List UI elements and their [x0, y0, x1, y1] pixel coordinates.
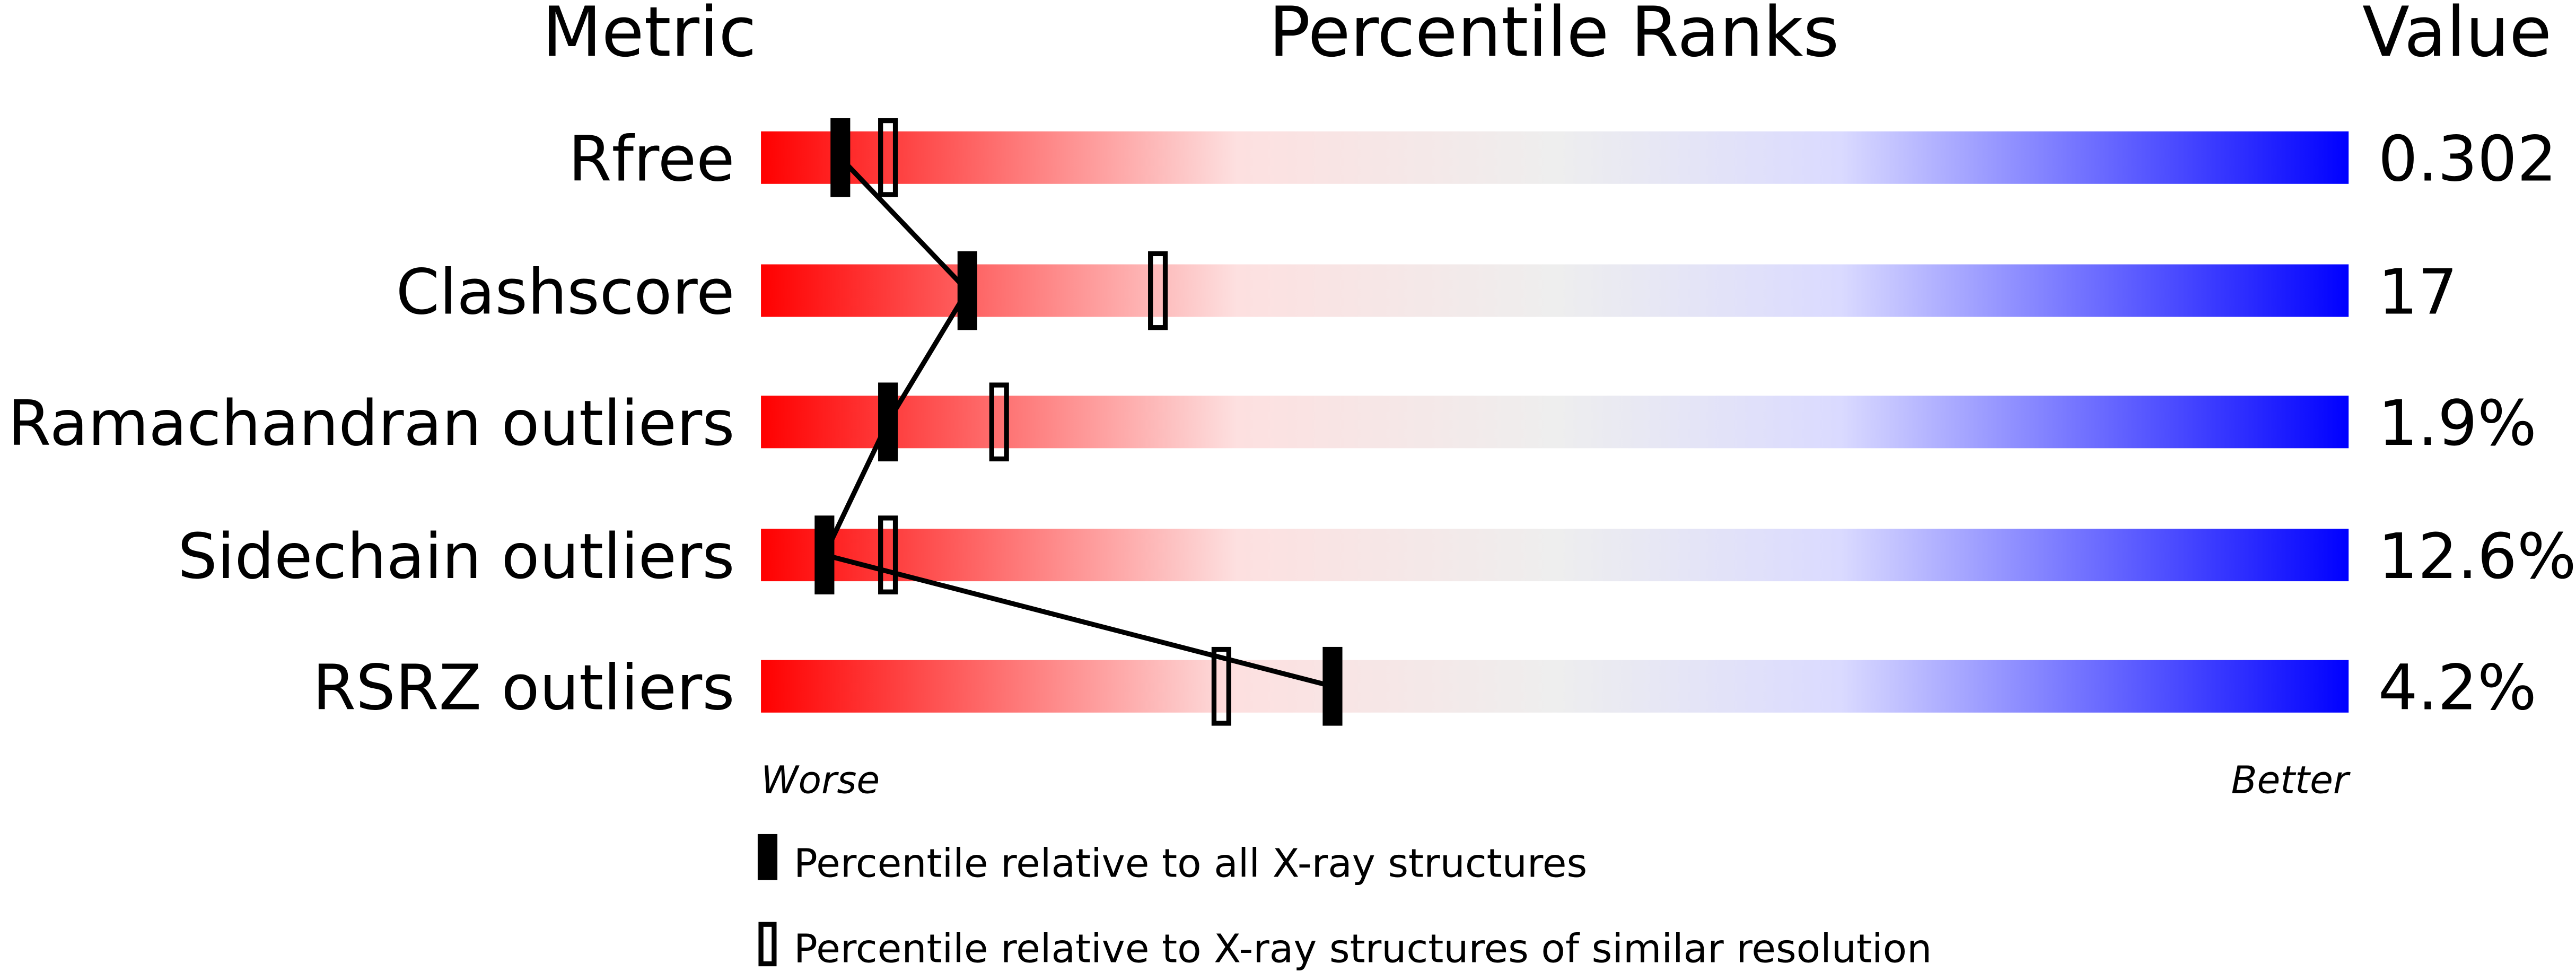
metric-value: 4.2% [2378, 652, 2537, 724]
percentile-bar [761, 264, 2349, 317]
metric-value: 1.9% [2378, 387, 2537, 460]
percentile-bar [761, 529, 2349, 582]
header-value: Value [2362, 0, 2552, 72]
percentile-bar [761, 660, 2349, 713]
metric-label: RSRZ outliers [312, 652, 734, 724]
metric-value: 0.302 [2378, 123, 2557, 196]
metric-label: Ramachandran outliers [8, 387, 735, 460]
similar-resolution-marker [989, 382, 1009, 462]
similar-resolution-marker [1148, 251, 1168, 330]
all-xray-marker [1322, 646, 1343, 726]
axis-label-worse: Worse [761, 758, 880, 802]
percentile-bar [761, 131, 2349, 184]
metric-value: 17 [2378, 256, 2458, 328]
all-xray-marker [830, 118, 851, 197]
header-percentile: Percentile Ranks [1269, 0, 1839, 72]
similar-resolution-marker [878, 515, 898, 594]
similar-resolution-marker [878, 118, 898, 197]
legend-filled-marker [757, 834, 778, 880]
axis-label-better: Better [2231, 758, 2351, 802]
metric-value: 12.6% [2378, 520, 2576, 593]
similar-resolution-marker [1211, 646, 1231, 726]
legend-open-marker [758, 922, 777, 967]
percentile-bar [761, 396, 2349, 449]
metric-label: Rfree [568, 123, 735, 196]
all-xray-marker [814, 515, 835, 594]
metric-label: Clashscore [396, 256, 735, 328]
all-xray-marker [878, 382, 898, 462]
header-metric: Metric [542, 0, 756, 72]
metric-label: Sidechain outliers [178, 520, 734, 593]
legend-all-xray: Percentile relative to all X-ray structu… [794, 840, 1587, 886]
all-xray-marker [957, 251, 977, 330]
legend-similar-resolution: Percentile relative to X-ray structures … [794, 925, 1932, 971]
